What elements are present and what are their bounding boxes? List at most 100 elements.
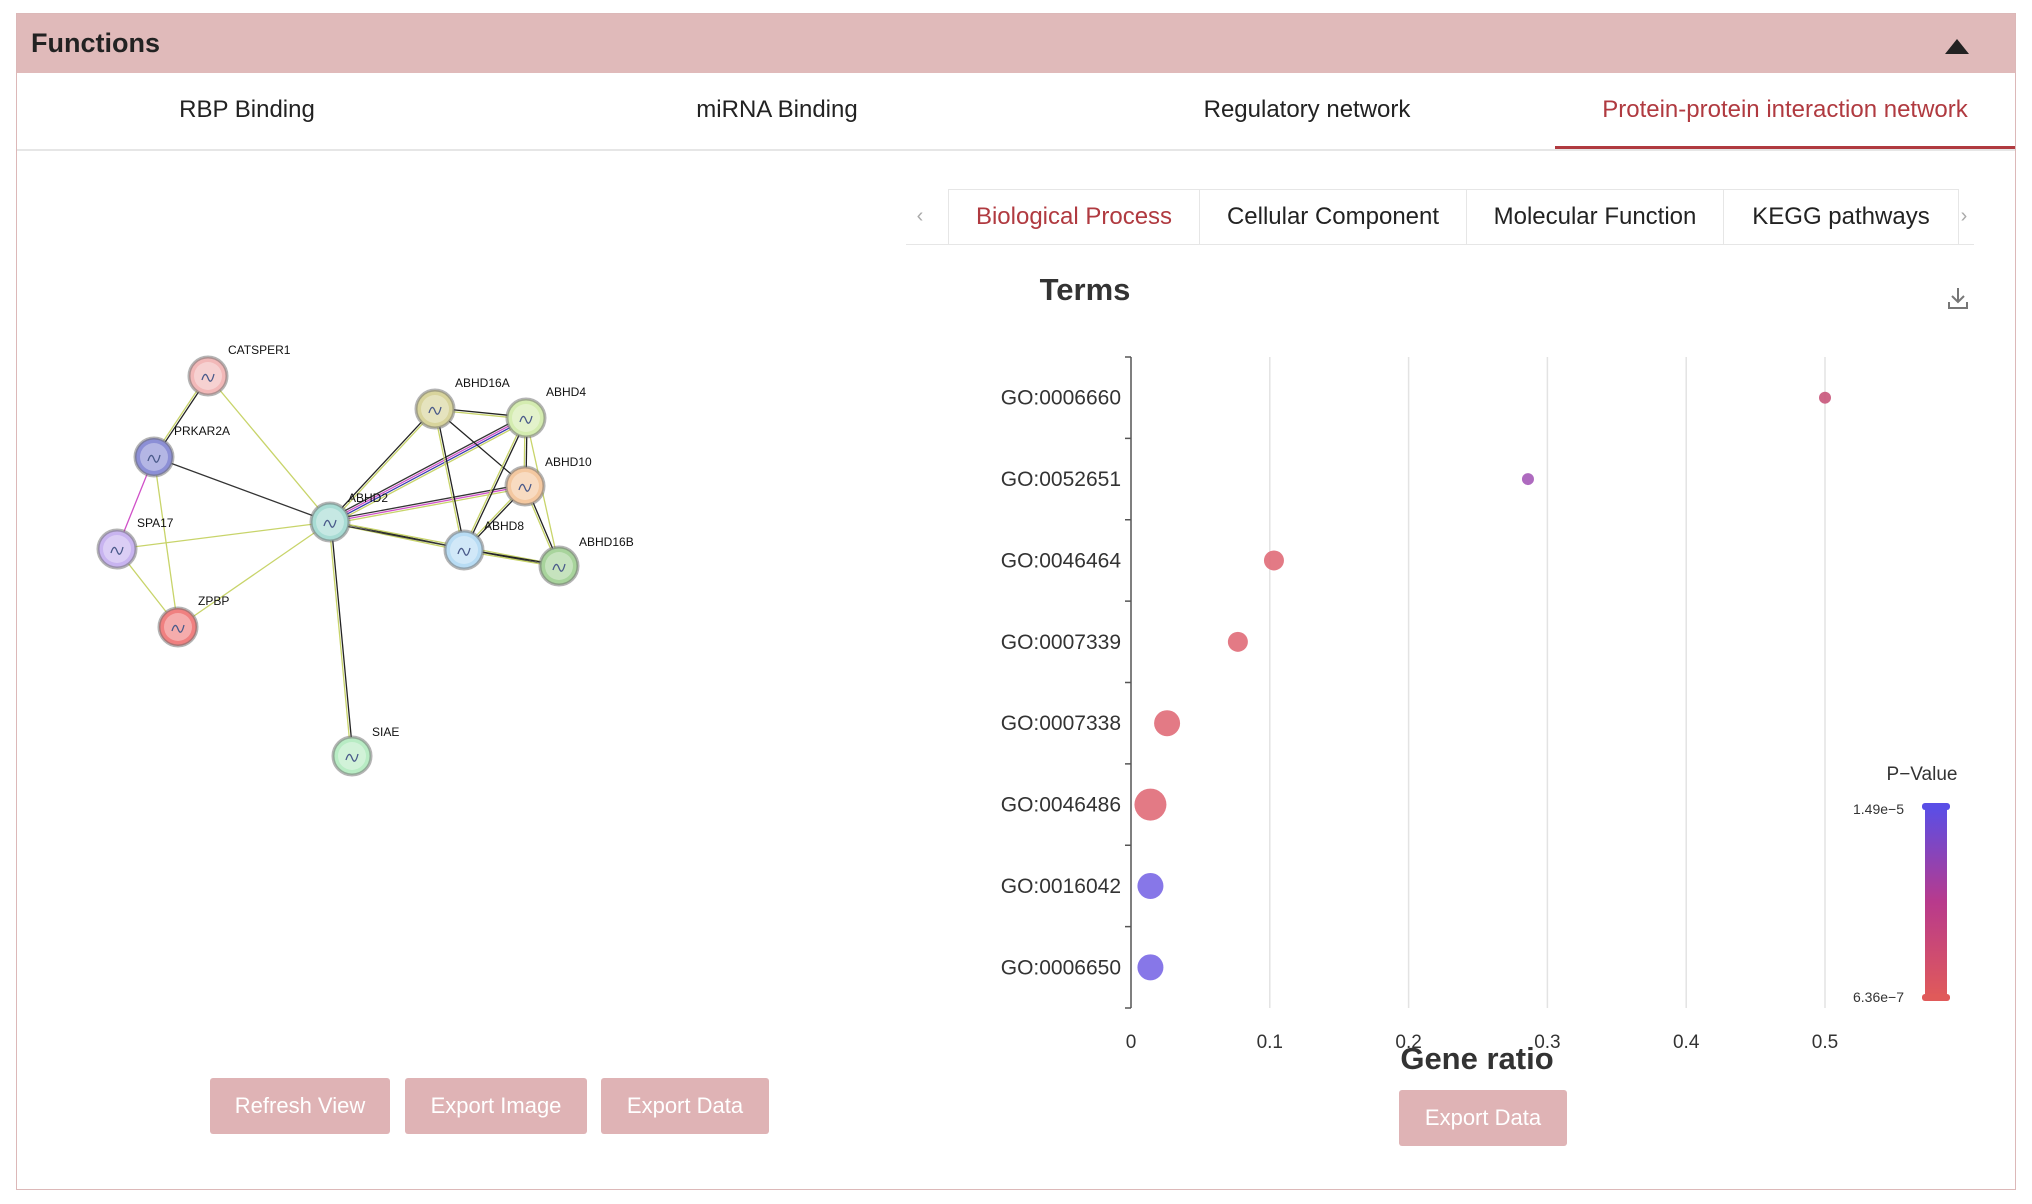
x-axis-label: Gene ratio xyxy=(1400,1041,1553,1076)
tab-regulatory-network[interactable]: Regulatory network xyxy=(1203,96,1411,123)
ppi-network-graph[interactable]: CATSPER1 PRKAR2A SPA17 ZPBP ABHD2 ABHD16A ABHD… xyxy=(60,320,660,840)
network-node-label: CATSPER1 xyxy=(228,343,291,357)
network-edge-abhd2-abhd16a xyxy=(328,407,435,522)
chart-point-go-0006650[interactable] xyxy=(1137,954,1164,981)
chart-point-go-0046486[interactable] xyxy=(1134,788,1167,821)
enrichment-tab-bar: ‹ Biological Process Cellular Component … xyxy=(906,189,1974,245)
x-tick-label: 0.5 xyxy=(1812,1032,1838,1053)
chart-point-go-0006660[interactable] xyxy=(1819,391,1831,404)
collapse-triangle-icon[interactable] xyxy=(1945,39,1969,54)
chart-point-go-0016042[interactable] xyxy=(1137,872,1164,899)
network-edge-zpbp-abhd2 xyxy=(177,521,331,628)
network-node-abhd2[interactable]: ABHD2 xyxy=(309,491,388,543)
tab-ppi-network[interactable]: Protein-protein interaction network xyxy=(1555,73,2015,149)
network-node-label: ABHD10 xyxy=(545,455,592,469)
network-node-label: PRKAR2A xyxy=(174,424,230,438)
network-edge-abhd2-abhd10 xyxy=(329,483,525,521)
x-tick-label: 0.1 xyxy=(1257,1032,1283,1053)
chart-point-go-0007338[interactable] xyxy=(1154,710,1181,737)
x-tick-label: 0.4 xyxy=(1673,1032,1700,1053)
network-nodes: CATSPER1 PRKAR2A SPA17 ZPBP ABHD2 ABHD16A ABHD… xyxy=(96,343,634,777)
network-edges xyxy=(116,375,561,757)
network-edge-abhd2-abhd16b xyxy=(330,520,560,566)
network-node-label: SPA17 xyxy=(137,516,174,530)
y-category-label: GO:0016042 xyxy=(1001,875,1121,898)
export-network-data-button[interactable]: Export Data xyxy=(601,1078,769,1134)
network-node-label: ABHD16A xyxy=(455,376,510,390)
network-node-spa17[interactable]: SPA17 xyxy=(96,516,174,570)
network-node-label: ABHD8 xyxy=(484,519,524,533)
tab-cellular-component[interactable]: Cellular Component xyxy=(1199,189,1467,244)
network-node-label: ABHD2 xyxy=(348,491,388,505)
network-edge-catsper1-abhd2 xyxy=(207,375,331,523)
export-chart-data-button[interactable]: Export Data xyxy=(1399,1090,1567,1146)
network-node-label: ZPBP xyxy=(198,594,229,608)
network-edge-abhd2-abhd4 xyxy=(329,416,526,522)
tab-biological-process[interactable]: Biological Process xyxy=(948,189,1200,244)
tab-kegg-pathways[interactable]: KEGG pathways xyxy=(1723,189,1959,244)
network-edge-abhd2-abhd4 xyxy=(331,420,528,526)
download-icon[interactable] xyxy=(1948,288,1968,309)
chart-points xyxy=(1134,391,1831,981)
y-category-label: GO:0006660 xyxy=(1001,387,1121,410)
network-node-label: SIAE xyxy=(372,725,399,739)
y-category-label: GO:0052651 xyxy=(1001,468,1121,491)
network-node-label: ABHD4 xyxy=(546,385,586,399)
chart-grid xyxy=(1269,357,1826,1008)
network-edge-prkar2a-zpbp xyxy=(153,456,179,628)
network-edge-prkar2a-abhd2 xyxy=(153,456,331,523)
tab-scroll-right-icon[interactable]: › xyxy=(1960,205,1968,227)
tab-scroll-left-icon[interactable]: ‹ xyxy=(916,205,924,227)
functions-title: Functions xyxy=(31,28,160,58)
network-edge-abhd2-abhd4 xyxy=(328,414,525,520)
refresh-view-button[interactable]: Refresh View xyxy=(210,1078,390,1134)
network-node-abhd10[interactable]: ABHD10 xyxy=(504,455,592,507)
network-edge-abhd16a-abhd8 xyxy=(435,408,466,550)
chart-point-go-0052651[interactable] xyxy=(1521,473,1534,486)
x-tick-labels: 0 0.1 0.2 0.3 0.4 0.5 xyxy=(1126,1032,1839,1053)
chart-title: Terms xyxy=(1040,272,1131,307)
y-category-label: GO:0007339 xyxy=(1001,631,1121,654)
legend-max-label: 1.49e−5 xyxy=(1853,801,1904,817)
legend-title: P−Value xyxy=(1887,764,1958,785)
legend-color-bar xyxy=(1925,807,1947,997)
x-tick-label: 0.2 xyxy=(1395,1032,1421,1053)
chart-point-go-0046464[interactable] xyxy=(1263,550,1284,571)
network-edge-abhd2-siae xyxy=(328,522,352,757)
network-edge-abhd16a-abhd8 xyxy=(433,409,464,551)
tab-molecular-function[interactable]: Molecular Function xyxy=(1466,189,1724,244)
x-tick-label: 0.3 xyxy=(1534,1032,1560,1053)
network-edge-abhd4-abhd8 xyxy=(464,418,528,551)
network-edge-abhd4-abhd8 xyxy=(462,417,526,550)
network-node-abhd16b[interactable]: ABHD16B xyxy=(538,535,634,587)
network-node-catsper1[interactable]: CATSPER1 xyxy=(187,343,291,397)
p-value-legend: P−Value 1.49e−5 6.36e−7 xyxy=(1853,764,1957,1005)
network-edge-abhd2-abhd16a xyxy=(330,409,437,524)
network-node-abhd4[interactable]: ABHD4 xyxy=(505,385,586,439)
go-enrichment-dot-chart: Terms GO:0006660 GO:0052651 GO:0046464 GO:0… xyxy=(1001,272,1968,1076)
chart-axes xyxy=(1125,356,1132,1009)
x-tick-label: 0 xyxy=(1126,1032,1137,1053)
functions-header[interactable]: Functions xyxy=(17,14,2015,73)
network-node-zpbp[interactable]: ZPBP xyxy=(157,594,229,648)
tab-rbp-binding[interactable]: RBP Binding xyxy=(179,96,315,123)
network-edge-abhd2-siae xyxy=(330,521,354,756)
legend-top-handle xyxy=(1922,803,1950,810)
y-category-label: GO:0006650 xyxy=(1001,956,1121,979)
network-edge-abhd2-abhd4 xyxy=(330,418,527,524)
network-node-abhd8[interactable]: ABHD8 xyxy=(443,519,524,571)
network-node-siae[interactable]: SIAE xyxy=(331,725,399,777)
chart-point-go-0007339[interactable] xyxy=(1227,631,1248,652)
tab-mirna-binding[interactable]: miRNA Binding xyxy=(696,96,858,123)
export-image-button[interactable]: Export Image xyxy=(405,1078,587,1134)
network-edge-abhd2-abhd10 xyxy=(330,487,526,525)
y-category-label: GO:0046486 xyxy=(1001,794,1121,817)
network-node-abhd16a[interactable]: ABHD16A xyxy=(414,376,510,430)
main-tab-bar: RBP Binding miRNA Binding Regulatory net… xyxy=(17,73,2015,151)
y-category-label: GO:0007338 xyxy=(1001,712,1121,735)
legend-bottom-handle xyxy=(1922,994,1950,1001)
network-node-prkar2a[interactable]: PRKAR2A xyxy=(133,424,230,478)
network-node-label: ABHD16B xyxy=(579,535,634,549)
network-edge-spa17-abhd2 xyxy=(116,521,331,550)
y-category-label: GO:0046464 xyxy=(1001,549,1122,572)
